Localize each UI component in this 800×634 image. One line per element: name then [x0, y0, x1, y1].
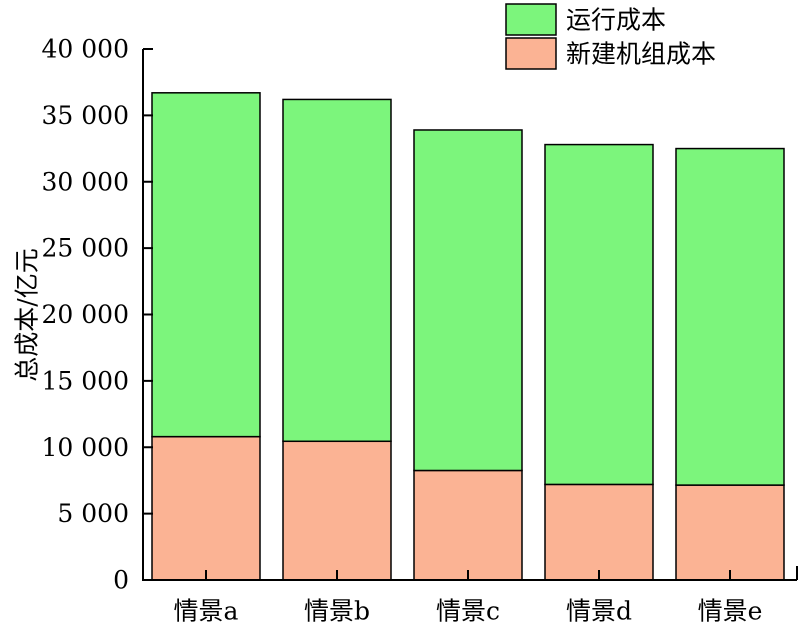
bar-segment — [675, 147, 785, 486]
y-tick-label: 40 000 — [42, 35, 129, 64]
y-tick-label: 5 000 — [57, 499, 129, 528]
x-labels-group: 情景a 情景b 情景c 情景d 情景e — [174, 570, 763, 626]
y-tick-label: 10 000 — [42, 433, 129, 462]
y-tick-label: 15 000 — [42, 366, 129, 395]
bar-segment — [413, 129, 523, 472]
legend-swatch — [505, 3, 557, 36]
bar-segment — [544, 143, 654, 486]
bar-segment — [282, 440, 392, 581]
bars-group — [151, 92, 785, 581]
y-tick-label: 35 000 — [42, 101, 129, 130]
y-tick-label: 25 000 — [42, 234, 129, 263]
y-tick-label: 0 — [113, 566, 129, 595]
x-tick-label: 情景b — [304, 597, 370, 626]
x-tick-label: 情景c — [436, 597, 500, 626]
y-ticks-group: 0 5 000 10 000 15 000 20 000 25 000 30 000 35 0… — [42, 35, 153, 595]
y-tick-label: 30 000 — [42, 167, 129, 196]
bar-segment — [675, 484, 785, 581]
bar-segment — [151, 435, 261, 581]
x-tick-label: 情景d — [566, 597, 632, 626]
legend-label: 运行成本 — [566, 6, 666, 35]
bar-segment — [413, 469, 523, 581]
x-tick-label: 情景e — [698, 597, 763, 626]
bar-segment — [282, 98, 392, 443]
legend-label: 新建机组成本 — [566, 40, 716, 69]
x-tick-label: 情景a — [174, 597, 239, 626]
y-tick-label: 20 000 — [42, 300, 129, 329]
bar-segment — [151, 92, 261, 438]
legend-swatch — [505, 37, 557, 70]
bar-segment — [544, 483, 654, 581]
y-axis-label: 总成本/亿元 — [13, 248, 42, 381]
